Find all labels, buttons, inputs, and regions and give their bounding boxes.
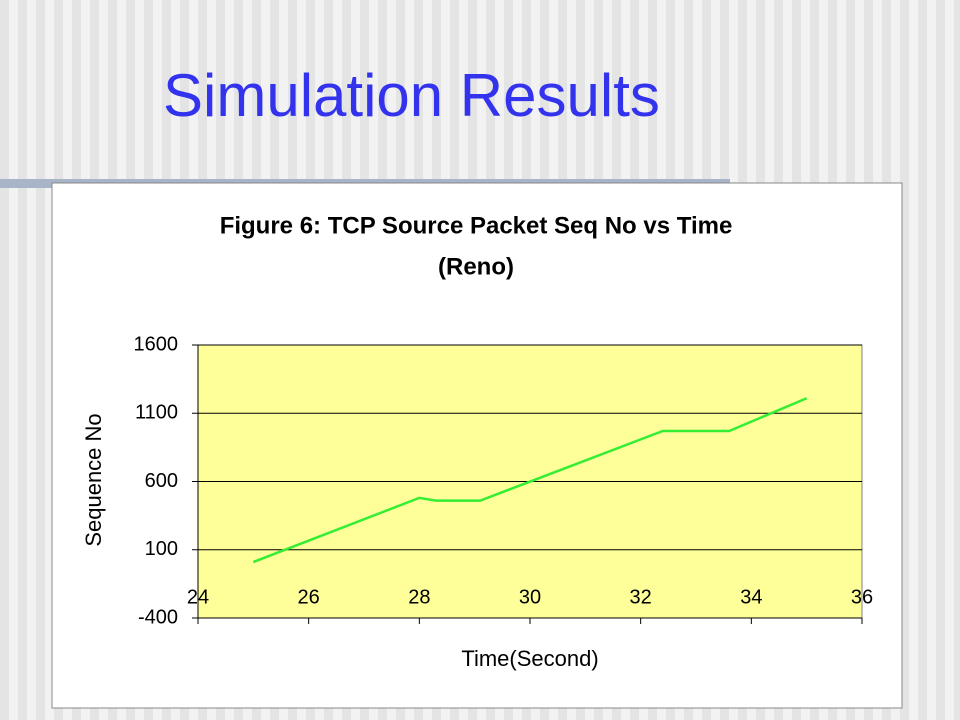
x-tick-label: 28 [408, 586, 430, 608]
slide-title: Simulation Results [163, 62, 660, 129]
y-tick-label: 1600 [134, 333, 179, 355]
x-tick-label: 34 [740, 586, 762, 608]
x-tick-label: 36 [851, 586, 873, 608]
y-tick-label: -400 [138, 606, 178, 628]
x-tick-label: 26 [298, 586, 320, 608]
chart-subtitle: (Reno) [438, 253, 514, 280]
y-axis-label: Sequence No [81, 413, 106, 546]
data-line [252, 397, 808, 564]
y-tick-label: 100 [145, 538, 178, 560]
y-tick-label: 600 [145, 470, 178, 492]
y-tick-label: 1100 [135, 402, 178, 424]
x-axis-label: Time(Second) [461, 646, 598, 671]
chart-title: Figure 6: TCP Source Packet Seq No vs Ti… [220, 212, 733, 239]
x-tick-label: 32 [630, 586, 652, 608]
x-tick-label: 30 [519, 586, 541, 608]
